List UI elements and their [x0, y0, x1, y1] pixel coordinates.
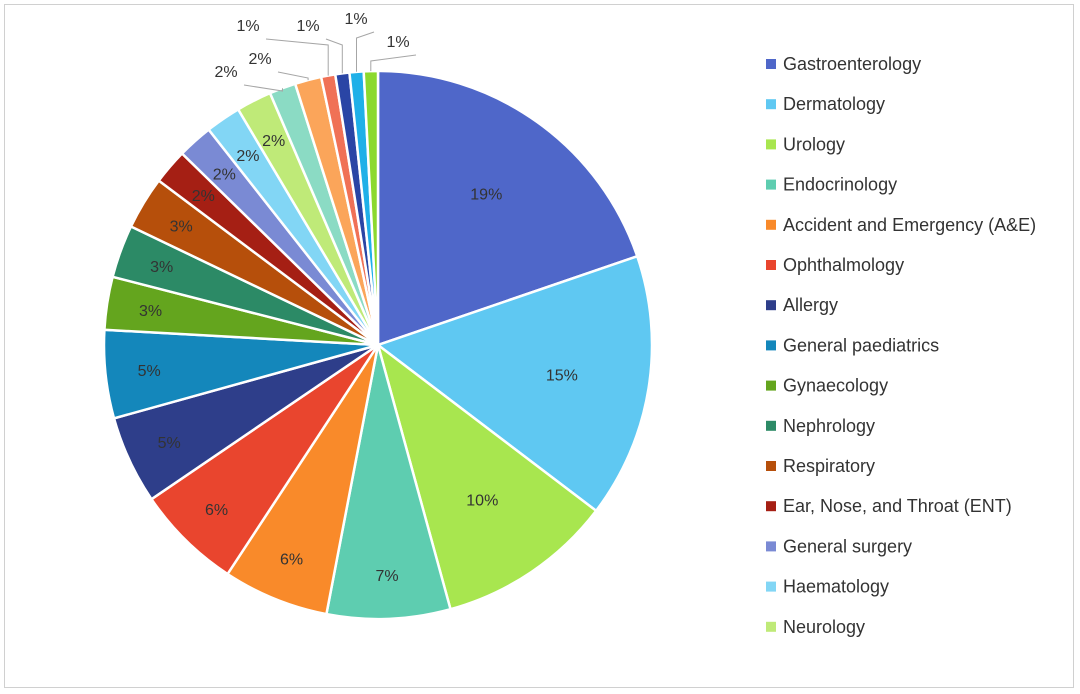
data-labels: 19%15%10%7%6%6%5%5%3%3%3%2%2%2%2%2%2%1% 1…: [138, 11, 578, 585]
legend-swatch-13: [766, 541, 776, 552]
legend-label-14: Haematology: [783, 577, 889, 597]
legend-swatch-4: [766, 179, 776, 190]
legend-swatch-1: [766, 59, 776, 69]
data-label-18: 1%: [236, 18, 259, 35]
legend-swatch-10: [766, 420, 776, 431]
data-label-12: 2%: [192, 188, 215, 205]
data-label-17: 2%: [248, 51, 271, 68]
legend-label-8: General paediatrics: [783, 335, 939, 355]
data-label-6: 6%: [205, 502, 228, 519]
leader-line-18: [265, 38, 329, 76]
legend-swatch-6: [766, 260, 776, 270]
legend-label-5: Accident and Emergency (A&E): [783, 215, 1036, 235]
legend-swatch-8: [766, 340, 776, 351]
legend-label-1: Gastroenterology: [783, 54, 921, 74]
data-label-3: 10%: [466, 492, 498, 509]
pie-slice-4: [324, 344, 453, 621]
legend-swatch-11: [766, 461, 776, 471]
data-label-13: 2%: [213, 167, 236, 184]
data-label-8: 5%: [138, 363, 161, 380]
legend-label-13: General surgery: [783, 536, 912, 556]
data-label-19: 1%: [296, 18, 319, 35]
pie-slice-1: [376, 69, 639, 347]
data-label-2: 15%: [546, 368, 578, 385]
legend-label-4: Endocrinology: [783, 175, 897, 195]
legend-swatch-3: [766, 139, 776, 150]
legend-swatch-5: [766, 219, 776, 230]
legend-swatch-9: [766, 380, 776, 391]
leader-line-17: [277, 71, 309, 81]
data-label-14: 2%: [236, 148, 259, 165]
data-label-15: 2%: [262, 133, 285, 150]
data-label-20: 1%: [344, 11, 367, 28]
leader-line-20: [356, 31, 375, 72]
data-label-10: 3%: [150, 259, 173, 276]
legend-label-6: Ophthalmology: [783, 255, 904, 275]
data-label-4: 7%: [375, 568, 398, 585]
legend-label-9: Gynaecology: [783, 376, 888, 396]
legend-swatch-12: [766, 501, 776, 512]
legend-label-7: Allergy: [783, 295, 838, 315]
data-label-7: 5%: [158, 435, 181, 452]
leader-line-19: [325, 38, 343, 74]
leader-line-21: [370, 54, 417, 72]
legend-swatch-2: [766, 99, 776, 110]
data-label-16: 2%: [214, 64, 237, 81]
legend-swatch-15: [766, 621, 776, 632]
legend-label-12: Ear, Nose, and Throat (ENT): [783, 496, 1012, 516]
pie-slices: [102, 69, 654, 621]
pie-slice-2: [375, 254, 654, 513]
data-label-9: 3%: [139, 303, 162, 320]
leader-line-16: [243, 84, 283, 92]
data-label-11: 3%: [170, 219, 193, 236]
legend-label-3: Urology: [783, 134, 845, 154]
legend-label-15: Neurology: [783, 617, 865, 637]
data-label-21: 1%: [386, 34, 409, 51]
legend-label-11: Respiratory: [783, 456, 875, 476]
leader-lines: [243, 31, 417, 92]
data-label-5: 6%: [280, 551, 303, 568]
legend-label-10: Nephrology: [783, 416, 875, 436]
legend-swatch-14: [766, 581, 776, 592]
data-label-1: 19%: [470, 186, 502, 203]
legend-swatch-7: [766, 300, 776, 311]
legend: Gastroenterology Dermatology Urology Endocr…: [766, 54, 1036, 637]
legend-label-2: Dermatology: [783, 94, 885, 114]
